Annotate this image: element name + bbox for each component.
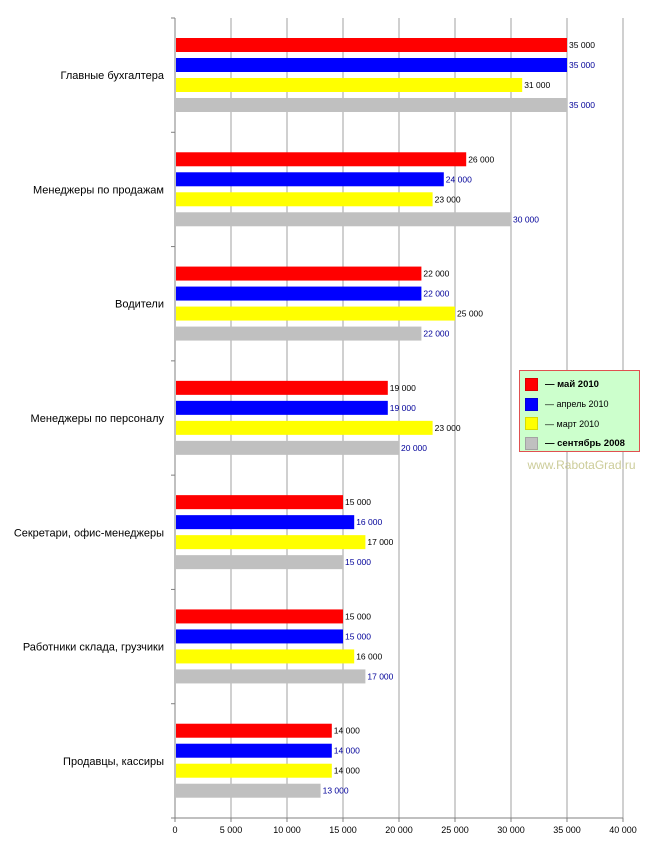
bar-value-label: 30 000 — [513, 214, 539, 224]
bar — [176, 723, 332, 738]
category-label: Менеджеры по персоналу — [30, 413, 164, 425]
bar — [176, 629, 343, 644]
legend-label-march-2010: — март 2010 — [545, 418, 600, 429]
x-tick-label: 25 000 — [441, 825, 469, 835]
bar-value-label: 22 000 — [423, 329, 449, 339]
legend-swatch-may-2010 — [525, 378, 538, 392]
bar — [176, 649, 355, 664]
bar-value-label: 17 000 — [367, 537, 393, 547]
bar-value-label: 23 000 — [435, 423, 461, 433]
bar-value-label: 15 000 — [345, 557, 371, 567]
x-tick-label: 5 000 — [220, 825, 243, 835]
category-label: Работники склада, грузчики — [23, 642, 164, 654]
bar-value-label: 16 000 — [356, 517, 382, 527]
bar-value-label: 14 000 — [334, 746, 360, 756]
bar — [176, 669, 366, 684]
legend-label-april-2010: — апрель 2010 — [545, 399, 609, 410]
watermark: www.RabotaGrad.ru — [527, 458, 636, 472]
category-label: Менеджеры по продажам — [33, 184, 164, 196]
legend-swatch-september-2008 — [525, 436, 538, 450]
chart-legend: — май 2010 — апрель 2010 — март 2010 — с… — [519, 370, 640, 452]
bar — [176, 743, 332, 758]
bar-value-label: 25 000 — [457, 309, 483, 319]
bar — [176, 380, 388, 395]
bar-value-label: 22 000 — [423, 269, 449, 279]
bar — [176, 78, 523, 92]
legend-item-april-2010: — апрель 2010 — [525, 395, 639, 415]
x-tick-label: 10 000 — [273, 825, 301, 835]
bar-value-label: 35 000 — [569, 60, 595, 70]
bar — [176, 58, 567, 72]
bar-value-label: 15 000 — [345, 611, 371, 621]
bar — [176, 306, 455, 321]
x-tick-label: 20 000 — [385, 825, 413, 835]
bar-value-label: 15 000 — [345, 497, 371, 507]
legend-item-may-2010: — май 2010 — [525, 375, 639, 395]
legend-label-may-2010: — май 2010 — [545, 379, 599, 391]
legend-swatch-april-2010 — [525, 397, 538, 411]
bar — [176, 440, 399, 455]
bar-value-label: 24 000 — [446, 174, 472, 184]
legend-item-september-2008: — сентябрь 2008 — [525, 434, 639, 454]
bar-value-label: 26 000 — [468, 154, 494, 164]
bar — [176, 266, 422, 281]
x-tick-label: 0 — [172, 825, 177, 835]
bar — [176, 783, 321, 798]
bar — [176, 98, 567, 112]
bar-value-label: 23 000 — [435, 194, 461, 204]
bar-value-label: 16 000 — [356, 651, 382, 661]
bar — [176, 286, 422, 301]
bar — [176, 38, 567, 52]
x-tick-label: 15 000 — [329, 825, 357, 835]
bar — [176, 400, 388, 415]
bar-value-label: 19 000 — [390, 403, 416, 413]
x-tick-label: 30 000 — [497, 825, 525, 835]
bar-value-label: 20 000 — [401, 443, 427, 453]
bar-value-label: 22 000 — [423, 289, 449, 299]
bar — [176, 535, 366, 550]
bar-value-label: 17 000 — [367, 671, 393, 681]
bar — [176, 495, 343, 510]
bar — [176, 609, 343, 624]
category-label: Водители — [115, 299, 164, 311]
bar — [176, 212, 511, 227]
bar-value-label: 19 000 — [390, 383, 416, 393]
bar — [176, 420, 433, 435]
bar — [176, 192, 433, 207]
x-tick-label: 35 000 — [553, 825, 581, 835]
bar-value-label: 35 000 — [569, 40, 595, 50]
bar-value-label: 15 000 — [345, 631, 371, 641]
x-tick-label: 40 000 — [609, 825, 637, 835]
category-label: Продавцы, кассиры — [63, 756, 164, 768]
bar-value-label: 35 000 — [569, 100, 595, 110]
bar-value-label: 14 000 — [334, 766, 360, 776]
bar — [176, 515, 355, 530]
category-label: Главные бухгалтера — [60, 70, 164, 82]
bar — [176, 326, 422, 341]
bar — [176, 152, 467, 167]
bar — [176, 172, 444, 187]
bar-value-label: 14 000 — [334, 726, 360, 736]
category-label: Секретари, офис-менеджеры — [14, 527, 164, 539]
bar — [176, 763, 332, 778]
bar-value-label: 13 000 — [323, 786, 349, 796]
legend-swatch-march-2010 — [525, 417, 538, 431]
legend-label-september-2008: — сентябрь 2008 — [545, 437, 625, 449]
bar-value-label: 31 000 — [524, 80, 550, 90]
bar — [176, 555, 343, 570]
legend-item-march-2010: — март 2010 — [525, 414, 639, 434]
